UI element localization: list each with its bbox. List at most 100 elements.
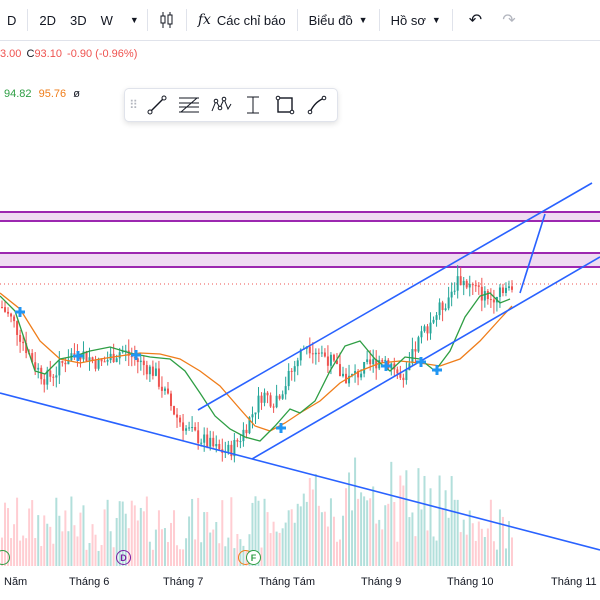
candle-body xyxy=(139,360,142,363)
volume-bar xyxy=(203,512,206,566)
volume-bar xyxy=(224,546,227,566)
dividend-event-marker[interactable]: D xyxy=(116,550,131,565)
candle-body xyxy=(67,360,70,365)
volume-bar xyxy=(257,500,260,566)
candle-body xyxy=(85,351,88,362)
volume-bar xyxy=(453,499,456,566)
candle-body xyxy=(115,358,118,363)
ascending-channel[interactable] xyxy=(197,182,600,460)
indicators-button[interactable]: fx Các chỉ báo xyxy=(191,0,293,40)
candle-body xyxy=(7,311,10,314)
candle-body xyxy=(166,388,169,394)
volume-bar xyxy=(73,525,76,566)
volume-bar xyxy=(136,520,139,566)
candle-body xyxy=(399,373,402,378)
chevron-down-icon: ▼ xyxy=(431,15,441,25)
candle-body xyxy=(287,370,290,387)
volume-bar xyxy=(254,496,257,566)
path-tool-button[interactable] xyxy=(301,89,333,121)
undo-button[interactable]: ↶ xyxy=(457,0,494,40)
volume-bar xyxy=(507,521,510,566)
candle-body xyxy=(414,349,417,352)
volume-bar xyxy=(284,522,287,566)
x-axis-label: Tháng 6 xyxy=(69,576,110,588)
profile-button[interactable]: Hồ sơ ▼ xyxy=(384,0,448,40)
volume-bar xyxy=(188,516,191,566)
candle-body xyxy=(43,379,46,385)
ohlc-partial-value: 3.00 xyxy=(0,48,22,60)
price-chart[interactable] xyxy=(0,41,600,566)
volume-bar xyxy=(61,531,64,566)
candle-body xyxy=(191,427,194,429)
range-w-label: W xyxy=(100,12,113,28)
volume-bar xyxy=(423,475,426,566)
range-w-button[interactable]: W xyxy=(94,0,120,40)
chart-type-button[interactable] xyxy=(152,0,182,40)
volume-bar xyxy=(441,509,444,566)
candle-body xyxy=(1,307,3,308)
close-prefix: C xyxy=(26,48,35,60)
volume-bar xyxy=(432,536,435,566)
layout-button[interactable]: Biểu đồ ▼ xyxy=(302,0,375,40)
horizontal-zone[interactable] xyxy=(0,211,600,222)
interval-d-button[interactable]: D xyxy=(0,0,23,40)
volume-bar xyxy=(112,547,115,566)
range-2d-button[interactable]: 2D xyxy=(32,0,63,40)
redo-button[interactable]: ↷ xyxy=(494,0,523,40)
volume-bar xyxy=(296,503,299,566)
volume-bar xyxy=(157,510,160,566)
candle-body xyxy=(426,326,429,334)
candle-body xyxy=(251,414,254,418)
candle-body xyxy=(118,352,121,359)
interval-menu-button[interactable]: ▼ xyxy=(120,0,143,40)
volume-bar xyxy=(215,522,218,566)
volume-bar xyxy=(477,521,480,566)
candle-body xyxy=(203,434,206,443)
volume-bar xyxy=(429,488,432,566)
volume-bar xyxy=(266,512,269,566)
volume-bar xyxy=(251,502,254,566)
candle-body xyxy=(348,375,351,384)
drag-handle-icon[interactable]: ⠿ xyxy=(129,98,138,112)
projection-line[interactable] xyxy=(519,213,546,294)
trend-line-tool-button[interactable] xyxy=(141,89,173,121)
horizontal-zone[interactable] xyxy=(0,252,600,268)
candle-body xyxy=(351,373,354,376)
volume-bar xyxy=(221,500,224,566)
candle-body xyxy=(176,414,179,418)
candle-body xyxy=(136,358,139,363)
volume-bar xyxy=(504,548,507,566)
path-icon xyxy=(307,95,327,115)
time-axis[interactable] xyxy=(0,566,600,600)
projection-tool-button[interactable] xyxy=(237,89,269,121)
volume-bar xyxy=(399,475,402,566)
top-toolbar: D 2D 3D W ▼ fx Các chỉ báo Biểu đồ ▼ Hồ … xyxy=(0,0,600,41)
volume-bar xyxy=(13,524,16,566)
ohlc-legend: 3.00 C93.10 -0.90 (-0.96%) xyxy=(0,48,137,60)
candle-body xyxy=(148,366,151,375)
candle-body xyxy=(52,376,55,378)
volume-bar xyxy=(10,538,13,566)
candle-body xyxy=(354,371,357,374)
candle-body xyxy=(453,290,456,292)
volume-bar xyxy=(351,510,354,566)
volume-bar xyxy=(480,528,483,566)
range-3d-button[interactable]: 3D xyxy=(63,0,94,40)
volume-bar xyxy=(456,499,459,566)
volume-bar xyxy=(354,457,357,566)
candle-body xyxy=(154,368,157,376)
volume-bar xyxy=(7,508,10,566)
candle-body xyxy=(504,287,507,293)
earnings-event-marker[interactable]: F xyxy=(246,550,261,565)
pattern-tool-button[interactable] xyxy=(205,89,237,121)
candle-body xyxy=(342,373,345,377)
event-marker-dividend-left[interactable] xyxy=(0,550,10,565)
fib-tool-button[interactable] xyxy=(173,89,205,121)
descending-trendline[interactable] xyxy=(0,392,600,551)
buy-signal-marker xyxy=(15,307,25,317)
ma-visibility-icon[interactable]: ø xyxy=(73,88,80,100)
rectangle-tool-button[interactable] xyxy=(269,89,301,121)
volume-bar xyxy=(173,510,176,566)
earnings-label: F xyxy=(250,552,257,563)
buy-signal-marker xyxy=(432,365,442,375)
